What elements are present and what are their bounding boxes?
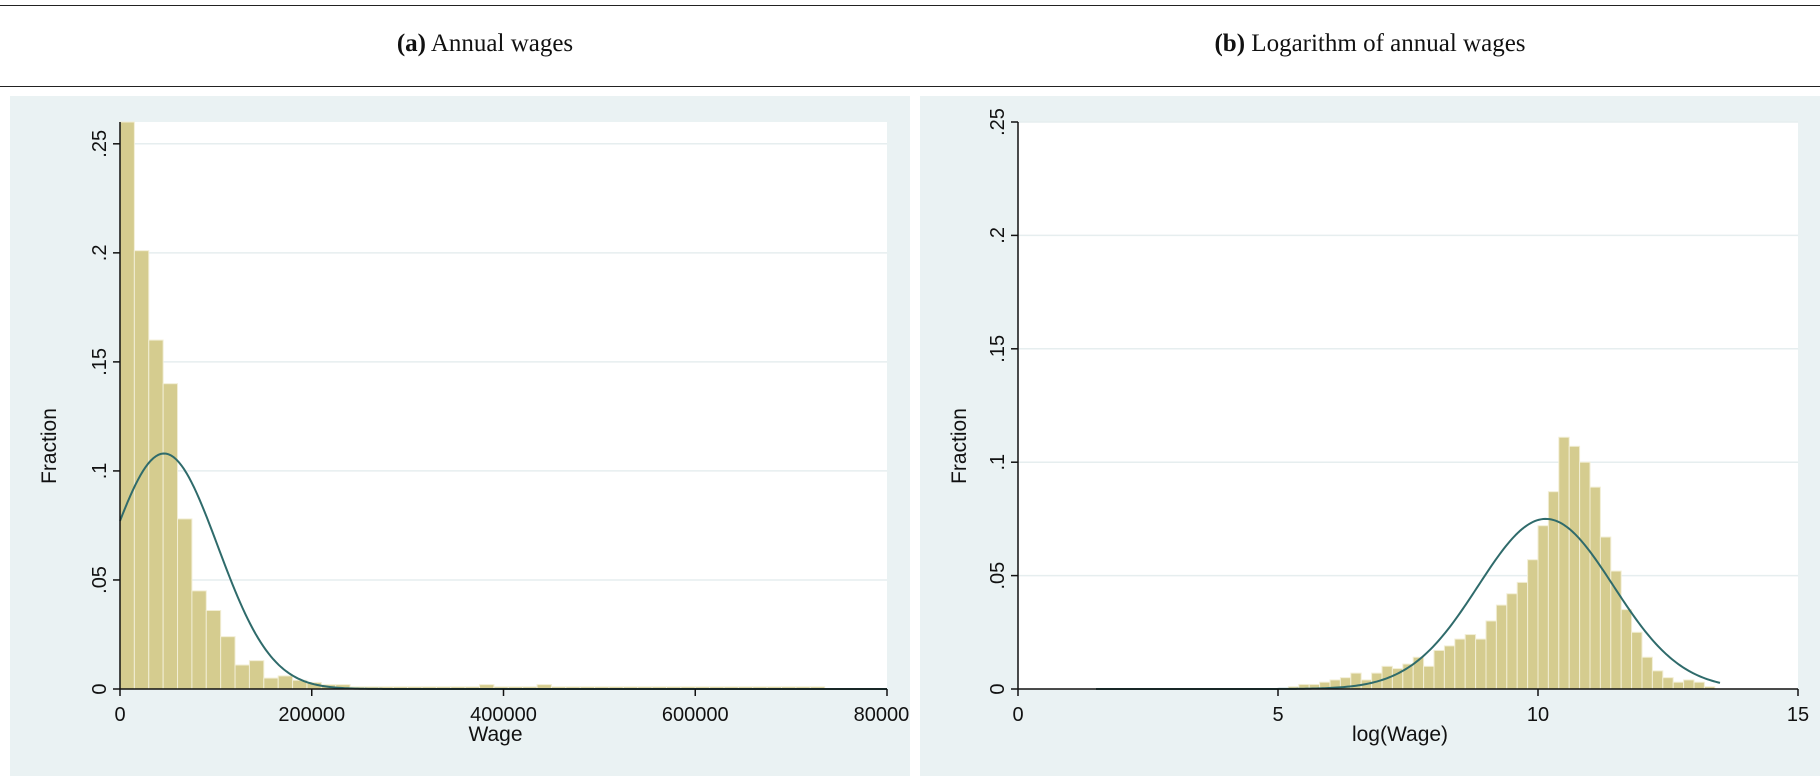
histogram-bar: [1495, 604, 1508, 690]
top-rule: [0, 5, 1820, 6]
y-axis-title: Fraction: [38, 408, 61, 484]
histogram-bar: [220, 636, 236, 690]
caption-b-tag: (b): [1214, 30, 1246, 57]
panel-log-wages: 0 .05 .1 .15 .2 .25 0 5 10 15 log(Wage) Fraction: [920, 96, 1820, 776]
histogram-bar: [1651, 670, 1664, 690]
x-tick-label: 10: [1527, 704, 1549, 726]
histogram-bar: [1558, 436, 1570, 690]
x-tick-label: 0: [1012, 704, 1023, 726]
x-tick-label: 600000: [662, 704, 729, 726]
caption-a-text: Annual wages: [430, 30, 574, 57]
histogram-bar: [248, 660, 265, 690]
y-tick-label: .05: [987, 562, 1009, 590]
y-tick-label: .2: [987, 227, 1009, 244]
histogram-bar: [1423, 665, 1435, 690]
histogram-bar: [1599, 536, 1612, 690]
histogram-bar: [277, 675, 294, 690]
histogram-bar: [1433, 649, 1445, 690]
histogram-bar: [1485, 620, 1497, 690]
histogram-bar: [1443, 645, 1456, 690]
y-tick-label: .15: [89, 348, 111, 376]
histogram-bar: [234, 664, 250, 690]
mid-rule: [0, 86, 1820, 87]
y-tick-label: .2: [89, 245, 111, 262]
plot-area: [120, 122, 887, 689]
histogram-bar: [1527, 559, 1539, 690]
plot-area: [1018, 122, 1798, 689]
chart-log-wages: 0 .05 .1 .15 .2 .25 0 5 10 15 log(Wage) Fraction: [948, 108, 1809, 746]
caption-b-text: Logarithm of annual wages: [1251, 30, 1526, 57]
caption-b: (b) Logarithm of annual wages: [920, 30, 1820, 58]
x-axis-title: Wage: [468, 723, 522, 746]
y-tick-label: .1: [987, 454, 1009, 471]
x-tick-label: 400000: [470, 704, 537, 726]
histogram-bar: [133, 250, 150, 690]
histogram-bar: [162, 383, 179, 690]
histogram-bar: [205, 609, 222, 690]
x-tick-label: 5: [1272, 704, 1283, 726]
x-tick-label: 800000: [854, 704, 910, 726]
histogram-bar: [1589, 486, 1601, 690]
histogram-bar: [191, 590, 207, 690]
y-tick-label: .25: [987, 108, 1009, 136]
histogram-bar: [1693, 681, 1705, 690]
histogram-bar: [1631, 631, 1643, 690]
caption-a: (a) Annual wages: [0, 30, 970, 58]
histogram-bar: [1537, 525, 1549, 690]
caption-a-tag: (a): [396, 30, 426, 57]
y-tick-label: .25: [89, 130, 111, 158]
histogram-bar: [148, 339, 164, 690]
chart-annual-wages: 0 .05 .1 .15 .2 .25 0 200000 400000 600000 800000 W…: [38, 121, 910, 746]
x-tick-label: 15: [1787, 704, 1809, 726]
y-axis-title: Fraction: [948, 408, 971, 484]
histogram-bar: [1672, 681, 1685, 690]
panel-annual-wages: 0 .05 .1 .15 .2 .25 0 200000 400000 600000 800000 W…: [10, 96, 910, 776]
histogram-bar: [1641, 656, 1653, 690]
histogram-bar: [1662, 677, 1674, 690]
y-tick-label: .05: [89, 566, 111, 594]
histogram-bar: [119, 121, 135, 690]
x-tick-label: 200000: [278, 704, 345, 726]
histogram-bar: [1683, 679, 1695, 690]
histogram-bar: [1506, 593, 1518, 690]
x-axis-title: log(Wage): [1352, 723, 1448, 746]
y-tick-label: 0: [89, 683, 111, 694]
histogram-bar: [1568, 445, 1581, 690]
histogram-bar: [1454, 638, 1466, 690]
histogram-bar: [1516, 581, 1529, 690]
histogram-bar: [1464, 634, 1477, 690]
y-tick-label: 0: [987, 683, 1009, 694]
x-tick-label: 0: [114, 704, 125, 726]
histogram-bar: [177, 518, 193, 690]
histogram-bar: [1620, 609, 1633, 690]
histogram-bar: [1579, 461, 1591, 690]
histogram-bar: [263, 677, 279, 690]
histogram-bar: [1475, 638, 1487, 690]
y-tick-label: .15: [987, 335, 1009, 363]
y-tick-label: .1: [89, 463, 111, 480]
